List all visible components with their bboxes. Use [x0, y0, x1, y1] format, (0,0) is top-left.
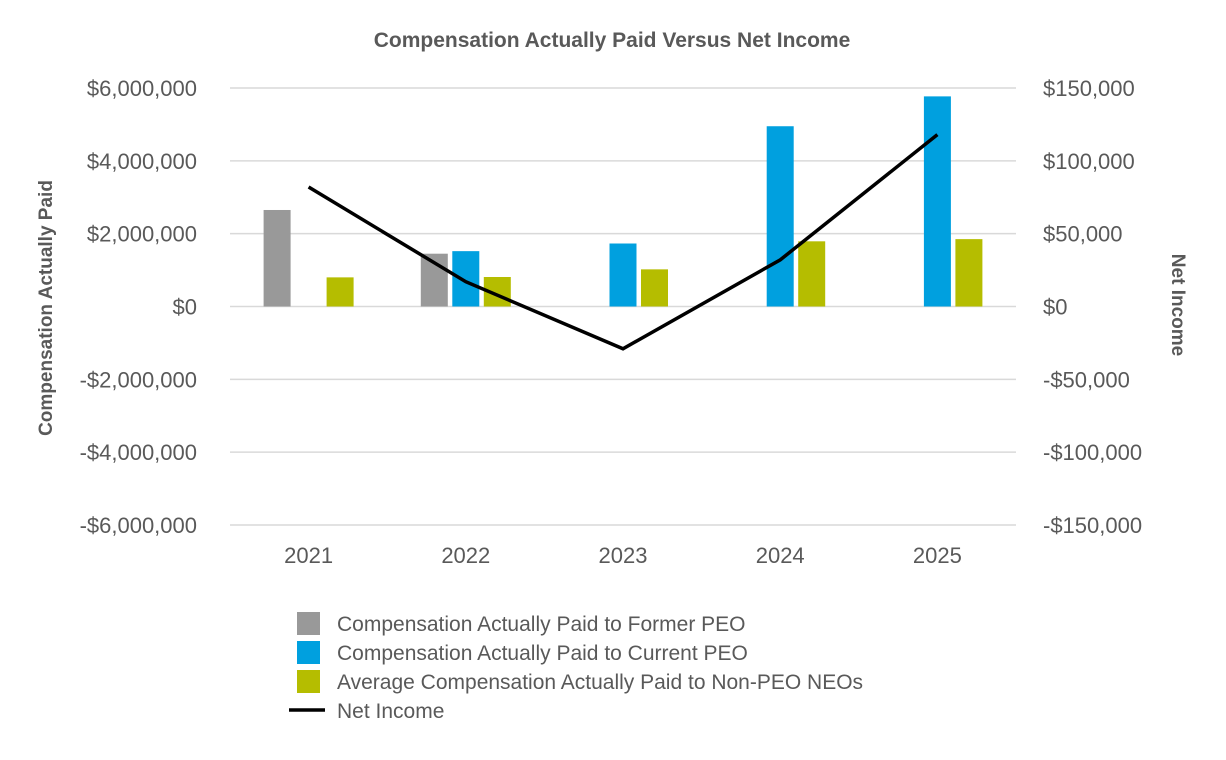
y2-tick-label: -$50,000	[1043, 367, 1130, 392]
bar-2021	[263, 209, 291, 307]
legend-item: Net Income	[289, 700, 444, 723]
bars	[263, 96, 983, 307]
y-tick-label: -$2,000,000	[80, 367, 197, 392]
legend-item: Compensation Actually Paid to Current PE…	[297, 641, 748, 665]
bar-2021	[326, 277, 354, 307]
x-tick-label: 2021	[284, 543, 333, 568]
y-tick-label: $2,000,000	[87, 222, 197, 247]
y2-tick-label: $100,000	[1043, 149, 1135, 174]
legend-label: Compensation Actually Paid to Current PE…	[337, 642, 748, 665]
bar-2025	[955, 239, 983, 307]
y-tick-label: $4,000,000	[87, 149, 197, 174]
y-tick-label: $6,000,000	[87, 76, 197, 101]
y2-tick-label: $150,000	[1043, 76, 1135, 101]
bar-2024	[798, 241, 826, 307]
legend-item: Compensation Actually Paid to Former PEO	[297, 612, 746, 636]
chart-title: Compensation Actually Paid Versus Net In…	[374, 29, 851, 52]
y-axis-title: Compensation Actually Paid	[36, 180, 57, 436]
legend-swatch	[297, 641, 320, 664]
x-tick-label: 2025	[913, 543, 962, 568]
legend: Compensation Actually Paid to Former PEO…	[289, 612, 863, 723]
y2-axis-title: Net Income	[1167, 254, 1188, 356]
bar-2025	[923, 96, 951, 307]
legend-item: Average Compensation Actually Paid to No…	[297, 670, 863, 694]
y2-tick-label: -$100,000	[1043, 440, 1142, 465]
x-tick-label: 2024	[756, 543, 805, 568]
y-tick-label: -$4,000,000	[80, 440, 197, 465]
legend-label: Average Compensation Actually Paid to No…	[337, 671, 863, 694]
x-tick-label: 2022	[441, 543, 490, 568]
legend-label: Compensation Actually Paid to Former PEO	[337, 613, 746, 636]
y-tick-label: $0	[173, 295, 197, 320]
bar-2023	[641, 269, 668, 307]
legend-label: Net Income	[337, 700, 444, 723]
bar-2024	[766, 126, 794, 307]
right-axis-ticks: $150,000 $100,000 $50,000 $0 -$50,000 -$100,0…	[1043, 76, 1142, 538]
y2-tick-label: $0	[1043, 295, 1067, 320]
y2-tick-label: $50,000	[1043, 222, 1123, 247]
gridlines	[230, 87, 1016, 526]
legend-swatch	[297, 612, 320, 635]
y-tick-label: -$6,000,000	[80, 513, 197, 538]
x-axis-ticks: 2021 2022 2023 2024 2025	[284, 543, 962, 568]
legend-swatch	[297, 670, 320, 693]
net-income-polyline	[307, 133, 939, 351]
x-tick-label: 2023	[599, 543, 648, 568]
net-income-line	[307, 133, 939, 351]
bar-2023	[609, 243, 637, 307]
bar-2022	[452, 251, 480, 307]
y2-tick-label: -$150,000	[1043, 513, 1142, 538]
left-axis-ticks: $6,000,000 $4,000,000 $2,000,000 $0 -$2,000,…	[80, 76, 197, 538]
